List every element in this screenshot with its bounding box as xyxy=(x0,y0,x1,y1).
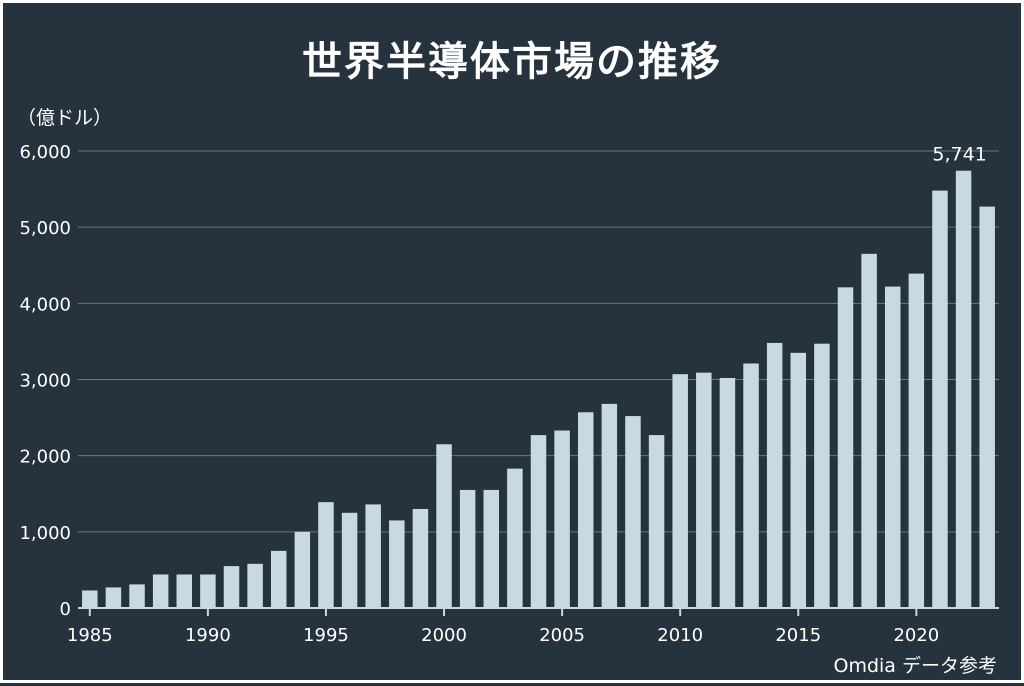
bar-1990 xyxy=(200,574,216,608)
y-tick-label: 4,000 xyxy=(19,294,71,315)
bar-2005 xyxy=(554,430,570,608)
bar-2013 xyxy=(743,363,759,608)
bar-1987 xyxy=(129,584,145,608)
x-tick-label: 2020 xyxy=(893,625,939,646)
x-tick-label: 1995 xyxy=(303,625,349,646)
y-tick-label: 6,000 xyxy=(19,142,71,163)
bar-2023 xyxy=(979,206,995,608)
bar-2008 xyxy=(625,416,641,608)
data-label-2022: 5,741 xyxy=(932,144,986,166)
bar-1989 xyxy=(176,574,193,608)
y-tick-label: 3,000 xyxy=(19,371,71,392)
bar-1985 xyxy=(82,590,98,608)
bar-1993 xyxy=(270,550,287,608)
bar-2014 xyxy=(766,342,783,608)
bar-chart-plot: 0 1,000 2,000 3,000 4,000 5,000 6,000 1985 1990 1… xyxy=(19,142,999,646)
bar-2011 xyxy=(696,372,712,608)
bar-1996 xyxy=(341,512,358,608)
y-tick-label: 1,000 xyxy=(19,523,71,544)
bar-2003 xyxy=(507,468,523,608)
bar-2001 xyxy=(459,489,476,608)
x-tick-label: 2000 xyxy=(421,625,467,646)
bar-1998 xyxy=(389,520,405,608)
x-tick-label: 1985 xyxy=(67,625,113,646)
y-axis-unit-label: （億ドル） xyxy=(17,107,113,129)
bar-2018 xyxy=(861,253,877,608)
bar-2009 xyxy=(648,435,665,608)
bar-2002 xyxy=(483,489,500,608)
bar-1999 xyxy=(412,508,429,608)
y-tick-label: 0 xyxy=(60,599,71,620)
x-tick-label: 1990 xyxy=(185,625,231,646)
x-tick-label: 2005 xyxy=(539,625,585,646)
bar-1994 xyxy=(294,531,311,608)
bar-2019 xyxy=(884,286,901,608)
bar-2020 xyxy=(908,273,925,608)
bar-1992 xyxy=(247,563,263,608)
x-tick-label: 2010 xyxy=(657,625,703,646)
bar-2004 xyxy=(530,435,547,608)
bar-1995 xyxy=(318,502,334,608)
bar-1997 xyxy=(365,504,381,608)
source-note: Omdia データ参考 xyxy=(833,655,998,677)
chart-title: 世界半導体市場の推移 xyxy=(302,39,722,85)
bar-2006 xyxy=(577,412,594,608)
bar-2021 xyxy=(932,190,948,608)
x-tick-label: 2015 xyxy=(775,625,821,646)
y-tick-label: 5,000 xyxy=(19,218,71,239)
bar-2016 xyxy=(814,343,830,608)
bar-1988 xyxy=(152,574,169,608)
bar-2010 xyxy=(672,374,688,608)
bar-1991 xyxy=(223,566,240,608)
bar-2015 xyxy=(790,352,807,608)
y-tick-label: 2,000 xyxy=(19,447,71,468)
bar-2007 xyxy=(601,403,618,608)
bar-2017 xyxy=(837,287,854,608)
bar-2012 xyxy=(719,377,736,608)
bar-2000 xyxy=(436,444,452,608)
bar-1986 xyxy=(105,587,122,608)
bar-2022 xyxy=(955,170,972,608)
